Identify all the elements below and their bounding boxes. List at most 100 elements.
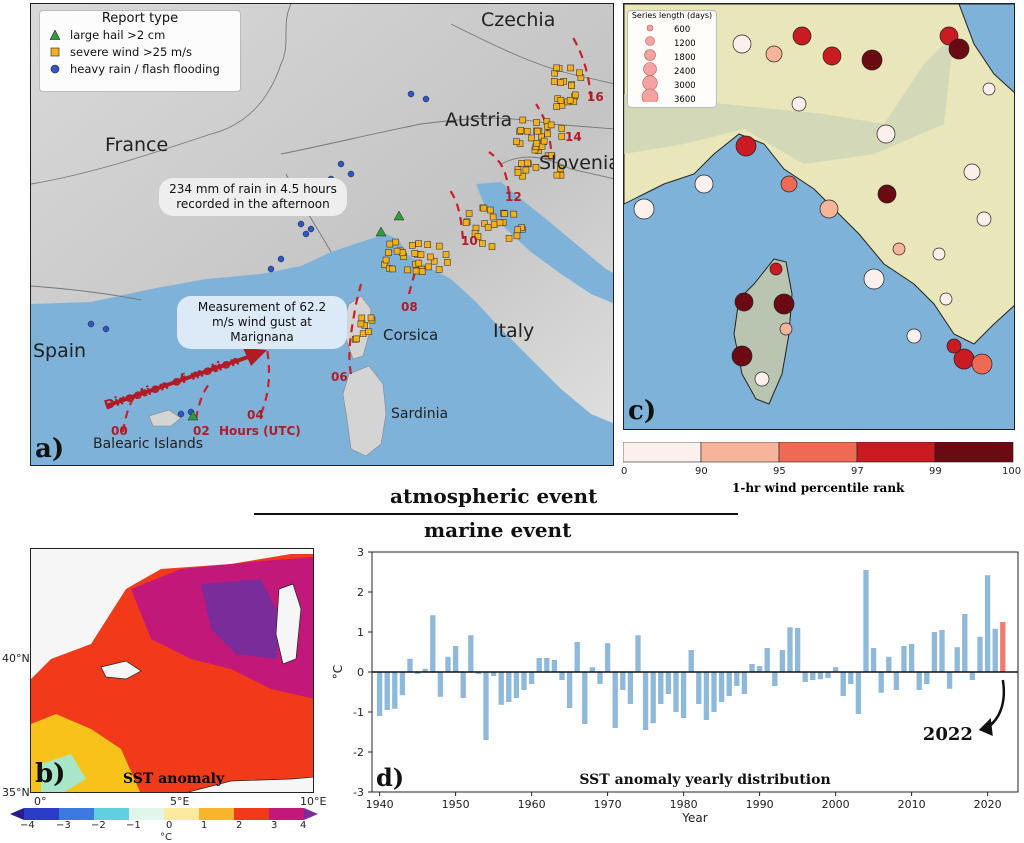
rain-report-marker — [307, 225, 315, 233]
wind-report-marker — [571, 91, 579, 99]
pct-tick-99: 99 — [929, 466, 942, 477]
title-marine: marine event — [424, 518, 572, 542]
hour-02: 02 — [193, 424, 210, 438]
bar-1961 — [536, 658, 542, 672]
bar-1948 — [437, 672, 444, 697]
label-sardinia: Sardinia — [391, 406, 449, 422]
rain-report-marker — [277, 255, 285, 263]
bar-1979 — [673, 672, 679, 712]
bar-1980 — [680, 672, 687, 718]
direction-arrow — [105, 348, 267, 408]
bar-1952 — [468, 635, 474, 672]
sst-colorbar — [10, 808, 318, 820]
wind-report-marker — [365, 328, 372, 336]
bar-2013 — [931, 632, 938, 672]
bar-1971 — [612, 672, 618, 728]
wind-report-marker — [544, 130, 551, 138]
wind-station-marker — [754, 371, 770, 387]
bar-1988 — [741, 672, 748, 694]
bar-2012 — [924, 672, 930, 684]
bar-1992 — [772, 672, 778, 686]
wind-station-marker — [877, 184, 897, 204]
series-600: 600 — [674, 25, 691, 35]
rain-report-marker — [102, 325, 110, 333]
wind-report-marker — [558, 133, 566, 140]
wind-report-marker — [408, 242, 416, 249]
wind-report-marker — [489, 213, 497, 221]
bar-2016 — [954, 647, 960, 672]
wind-station-marker — [982, 82, 996, 96]
wind-report-marker — [415, 240, 422, 247]
legend-rain: heavy rain / flash flooding — [70, 61, 220, 76]
bar-1970 — [604, 643, 611, 672]
bar-1966 — [574, 642, 580, 672]
sst-land-africa — [187, 776, 313, 792]
wind-station-marker — [876, 124, 896, 144]
wind-station-marker — [819, 199, 839, 219]
hail-report-marker — [375, 226, 387, 237]
label-corsica: Corsica — [383, 326, 439, 344]
legend-wind: severe wind >25 m/s — [70, 44, 192, 59]
wind-report-marker — [411, 250, 419, 257]
wind-report-marker — [424, 241, 431, 248]
wind-report-marker — [532, 164, 540, 171]
rain-report-marker — [297, 220, 305, 228]
panel-b-sst-map: SST anomaly b) — [30, 548, 314, 793]
label-czechia: Czechia — [481, 9, 556, 31]
sst-tick-3: 3 — [271, 820, 278, 831]
ytick-label: -3 — [353, 786, 364, 799]
bar-1986 — [726, 672, 732, 696]
wind-report-marker — [436, 242, 443, 250]
mediterranean-sea — [31, 234, 613, 465]
panel-c-wind-map: Series length (days) 600 1200 1800 2400 … — [623, 3, 1015, 430]
wind-report-marker — [462, 219, 470, 226]
wind-station-marker — [792, 26, 812, 46]
balearic-island-shape — [148, 409, 182, 427]
bar-1997 — [810, 672, 816, 680]
callout-wind-gust: Measurement of 62.2 m/s wind gust at Mar… — [177, 296, 347, 349]
ytick-label: 1 — [357, 626, 364, 639]
wind-report-marker — [568, 82, 575, 90]
wind-report-marker — [389, 265, 396, 273]
wind-report-marker — [430, 257, 438, 265]
bar-2017 — [962, 614, 968, 672]
title-divider — [254, 513, 738, 515]
hour-08: 08 — [401, 300, 418, 314]
wind-report-marker — [553, 64, 560, 72]
wind-report-marker — [386, 240, 394, 248]
xtick-label: 1970 — [594, 798, 622, 811]
series-3600: 3600 — [674, 95, 696, 105]
series-1200: 1200 — [674, 39, 696, 49]
chart-title: SST anomaly yearly distribution — [579, 772, 830, 788]
bar-1984 — [711, 672, 717, 712]
wind-station-marker — [791, 96, 807, 112]
wind-station-marker — [780, 175, 798, 193]
wind-report-marker — [479, 240, 486, 247]
series-legend-circles — [641, 24, 659, 106]
bar-2007 — [886, 656, 892, 672]
sardinia-island — [342, 365, 387, 457]
ytick-label: 3 — [357, 546, 364, 559]
bar-1960 — [528, 672, 535, 684]
sst-tick-4: 4 — [300, 820, 307, 831]
pct-tick-0: 0 — [621, 466, 628, 477]
wind-report-marker — [513, 138, 520, 145]
wind-report-marker — [359, 330, 367, 337]
bar-1942 — [392, 672, 398, 709]
bar-1981 — [688, 650, 694, 672]
hour-12: 12 — [505, 190, 522, 204]
bar-2009 — [901, 646, 907, 672]
pct-tick-95: 95 — [773, 466, 786, 477]
wind-report-marker — [533, 140, 540, 147]
label-balearic: Balearic Islands — [93, 436, 204, 452]
lat-40: 40°N — [2, 652, 30, 665]
bar-2002 — [848, 672, 854, 684]
bar-1983 — [703, 672, 710, 720]
wind-report-marker — [415, 259, 423, 267]
pct-tick-97: 97 — [851, 466, 864, 477]
wind-report-marker — [519, 116, 527, 124]
bar-1943 — [399, 672, 406, 696]
bar-2005 — [870, 648, 877, 672]
hour-16: 16 — [587, 90, 604, 104]
sst-tick-m1: −1 — [126, 820, 141, 831]
